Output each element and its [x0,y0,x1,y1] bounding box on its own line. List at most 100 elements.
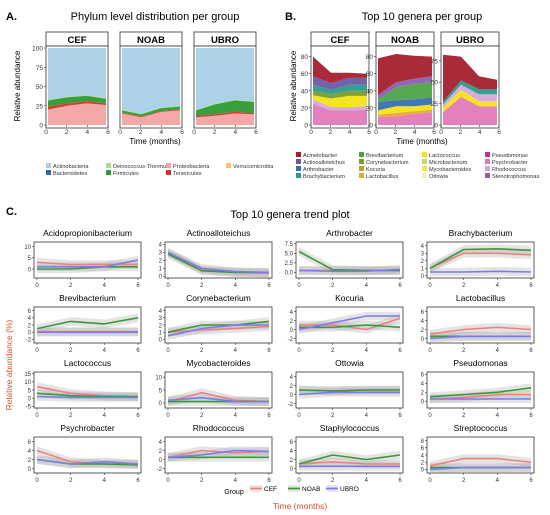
panel-c-corynebacterium-ytick-label: 0 [159,338,163,344]
panel-c-psychrobacter-xtick-label: 2 [69,478,73,484]
panel-b-legend-label-lactococcus: Lactococcus [429,153,460,159]
panel-c-corynebacterium-ytick-label: 4 [159,309,163,315]
panel-c-arthrobacter-line-ubro [298,268,401,272]
panel-b-noab-xtick-label: 2 [394,129,398,136]
panel-c-staphylococcus-line-cef [298,461,400,465]
panel-c-streptococcus-ytick-label: 8 [421,439,425,445]
panel-c-acidopropionibacterium-line-ubro [37,259,139,268]
panel-a-ubro-strip-label: UBRO [211,35,239,46]
panel-a-cef-strip-label: CEF [68,35,87,46]
panel-b-ubro-ytick-label: 50 [431,80,439,87]
panel-c-brevibacterium-ytick-label: 2 [28,323,32,329]
panel-c-ottowia-xtick-label: 0 [297,413,301,419]
panel-c-corynebacterium-xtick-label: 2 [200,348,204,354]
panel-c-arthrobacter-xtick-label: 6 [398,283,402,289]
panel-c-lactococcus-ytick-label: 10 [24,380,31,386]
panel-b-ubro-ytick-label: 25 [431,101,439,108]
panel-c-lactococcus-xtick-label: 4 [103,413,107,419]
panel-c-psychrobacter-ytick-label: 0 [28,467,32,473]
panel-c-rhodococcus-title: Rhodococcus [193,423,245,433]
panel-b-cef-xtick-label: 4 [348,129,352,136]
panel-b-ubro-area-lactococcus [443,89,497,113]
panel-a-cef-xtick-label: 0 [44,129,48,136]
panel-c-pseudomonas-ytick-label: 6 [421,373,425,379]
panel-c-brevibacterium-xtick-label: 2 [69,348,73,354]
panel-c-corynebacterium-title: Corynebacterium [186,293,251,303]
panel-c-kocuria-line-cef [299,317,401,331]
panel-b-noab-area-arthrobacter [378,97,432,111]
panel-c-ottowia-xtick-label: 2 [331,413,335,419]
panel-c-ottowia-line-ubro [298,391,400,396]
panel-c-rhodococcus-line-cef [167,449,270,459]
panel-c-rhodococcus-xtick-label: 4 [234,478,238,484]
panel-a-noab-area-tenericutes [122,109,180,118]
panel-b-legend-swatch-kocuria [359,166,364,171]
panel-c-lactobacillus-ytick-label: 4 [421,319,425,325]
panel-c-brachybacterium-ytick-label: 3 [421,252,425,258]
panel-c-ottowia-ytick-label: 4 [290,375,294,381]
panel-b-cef-ytick-label: 20 [301,105,309,112]
panel-c-kocuria-ytick-label: -2 [288,337,294,343]
panel-c-actinoalloteichus-xtick-label: 2 [200,283,204,289]
panel-c-brevibacterium-xtick-label: 0 [35,348,39,354]
panel-c-staphylococcus-ribbon-noab [299,450,400,469]
panel-a-ubro-xtick-label: 2 [213,129,217,136]
panel-c-ottowia-line-noab [298,389,400,392]
panel-c-kocuria-xtick-label: 0 [297,348,301,354]
panel-c-pseudomonas-ytick-label: 0 [421,400,425,406]
panel-c-mycobacteroides-xtick-label: 0 [166,413,170,419]
panel-c-arthrobacter-xtick-label: 4 [365,283,369,289]
panel-c-corynebacterium-ytick-label: 2 [159,323,163,329]
panel-b-cef-area-psychrobacter [313,103,367,125]
panel-c-legend-label-cef: CEF [264,486,277,493]
panel-c-lactobacillus-xtick-label: 6 [529,348,533,354]
panel-c-streptococcus-title: Streptococcus [454,423,508,433]
panel-c-brevibacterium-frame [33,306,142,344]
panel-b-ubro-area-brachybacterium [443,80,497,105]
panel-c-pseudomonas-xtick-label: 2 [462,413,466,419]
panel-b-legend-label-pseudomonas: Pseudomonas [492,153,528,159]
panel-c-letter: C. [6,206,17,218]
panel-a-ubro-xtick-label: 4 [234,129,238,136]
panel-c-arthrobacter-xtick-label: 0 [297,283,301,289]
panel-c-streptococcus-line-ubro [429,466,531,471]
panel-b-noab-xtick-label: 6 [432,129,436,136]
panel-c-legend: CEF NOAB UBRO [250,485,359,493]
panel-c-streptococcus-ribbon-cef [430,454,531,471]
panel-b-legend-swatch-lactococcus [422,152,427,157]
panel-b-ubro-strip-label: UBRO [456,35,484,46]
panel-b-noab-area-stenotrophomonas [378,76,432,100]
panel-c-kocuria-line-noab [299,324,401,329]
panel-c-lactococcus-xtick-label: 2 [69,413,73,419]
panel-b-legend-swatch-actinoalloteichus [296,159,301,164]
panel-a-cef-xtick-label: 2 [65,129,69,136]
panel-a-ubro-area-actinobacteria [196,48,254,110]
panel-a-noab-area-actinobacteria [122,48,180,114]
panel-c-lactococcus-ytick-label: -5 [26,405,32,411]
panel-c-mycobacteroides-ytick-label: 0 [159,401,163,407]
panel-c-pseudomonas-title: Pseudomonas [453,358,507,368]
panel-c-mycobacteroides-title: Mycobacteroides [186,358,250,368]
panel-c-staphylococcus-ytick-label: 6 [290,440,294,446]
panel-c-ylabel: Relative abundance (%) [4,319,14,410]
panel-b-legend-label-acinetobacter: Acinetobacter [303,153,337,159]
panel-c-corynebacterium-xtick-label: 4 [234,348,238,354]
panel-c-kocuria-ribbon-ubro [299,311,400,334]
panel-c-staphylococcus-xtick-label: 2 [331,478,335,484]
panel-a-cef-xtick-label: 4 [86,129,90,136]
panel-c-psychrobacter-xtick-label: 4 [103,478,107,484]
panel-c-actinoalloteichus-xtick-label: 0 [166,283,170,289]
panel-c-actinoalloteichus-ytick-label: 2 [159,259,163,265]
panel-c-rhodococcus-ytick-label: 4 [159,440,163,446]
panel-c-arthrobacter-ytick-label: 2.5 [285,261,294,267]
panel-b-legend-swatch-lactobacillus [359,173,364,178]
panel-c-legend-title: Group [224,489,244,496]
panel-c-pseudomonas-ytick-label: 4 [421,382,425,388]
panel-b-cef-ytick-label: 0 [304,123,308,130]
panel-c-actinoalloteichus-ytick-label: 3 [159,251,163,257]
panel-c-corynebacterium-line-ubro [167,324,269,337]
panel-a-cef-xtick-label: 6 [106,129,110,136]
panel-b-legend-label-brachybacterium: Brachybacterium [303,174,345,180]
panel-c-brachybacterium-xtick-label: 4 [496,283,500,289]
panel-b-noab-ytick-label: 60 [366,71,374,78]
